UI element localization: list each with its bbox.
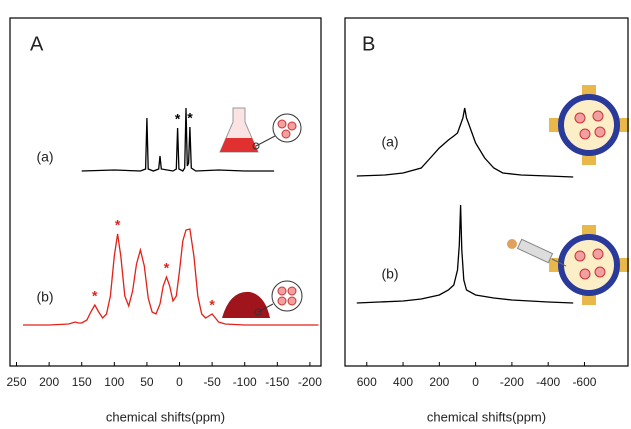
peak-marker: * xyxy=(115,217,121,233)
plot-frame xyxy=(344,17,629,367)
peak-marker: * xyxy=(187,110,193,126)
spectrum-line xyxy=(81,107,275,172)
pore-icon xyxy=(549,85,629,165)
x-tick-label: 150 xyxy=(72,375,92,389)
series-label: (b) xyxy=(36,289,53,305)
x-tick-label: -100 xyxy=(233,375,257,389)
panel-label: A xyxy=(30,33,44,55)
peak-marker: * xyxy=(175,111,181,127)
x-axis-label: chemical shifts(ppm) xyxy=(427,409,546,424)
spectrum-line xyxy=(356,204,574,304)
x-tick-label: 0 xyxy=(472,375,479,389)
syringe-icon xyxy=(507,238,567,267)
x-tick-label: 250 xyxy=(7,375,27,389)
peak-marker: * xyxy=(209,297,215,313)
x-tick-label: 600 xyxy=(357,375,377,389)
x-axis-label: chemical shifts(ppm) xyxy=(106,409,225,424)
x-tick-label: -50 xyxy=(203,375,221,389)
x-tick-label: -600 xyxy=(572,375,596,389)
spectrum-line xyxy=(23,228,319,326)
x-tick-label: 50 xyxy=(140,375,154,389)
x-tick-label: -200 xyxy=(500,375,524,389)
x-tick-label: -400 xyxy=(536,375,560,389)
peak-marker: * xyxy=(92,288,98,304)
series-label: (a) xyxy=(381,134,398,150)
x-tick-label: -150 xyxy=(265,375,289,389)
series-label: (b) xyxy=(381,266,398,282)
x-tick-label: 200 xyxy=(429,375,449,389)
x-tick-label: 0 xyxy=(176,375,183,389)
x-tick-label: -200 xyxy=(298,375,322,389)
series-label: (a) xyxy=(36,149,53,165)
plot-frame xyxy=(9,17,322,367)
flask-icon xyxy=(219,107,302,153)
powder-icon xyxy=(222,280,303,318)
x-tick-label: 100 xyxy=(104,375,124,389)
x-tick-label: 400 xyxy=(393,375,413,389)
pore-icon xyxy=(549,225,629,305)
x-tick-label: 200 xyxy=(39,375,59,389)
peak-marker: * xyxy=(164,260,170,276)
panel-label: B xyxy=(362,33,375,55)
spectrum-line xyxy=(356,107,574,178)
